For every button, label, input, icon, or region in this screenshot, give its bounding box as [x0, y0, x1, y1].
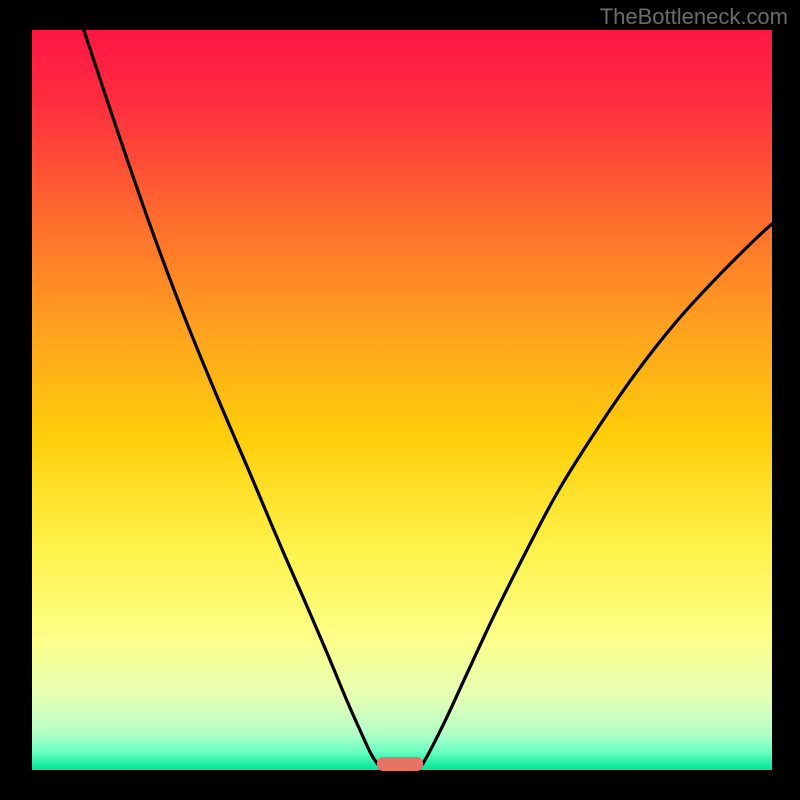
- chart-minimum-marker: [377, 757, 423, 771]
- chart-curves-svg: [32, 30, 772, 770]
- watermark-text: TheBottleneck.com: [600, 4, 788, 30]
- curve-left: [84, 30, 378, 764]
- curve-right: [423, 224, 772, 764]
- chart-plot-area: [32, 30, 772, 770]
